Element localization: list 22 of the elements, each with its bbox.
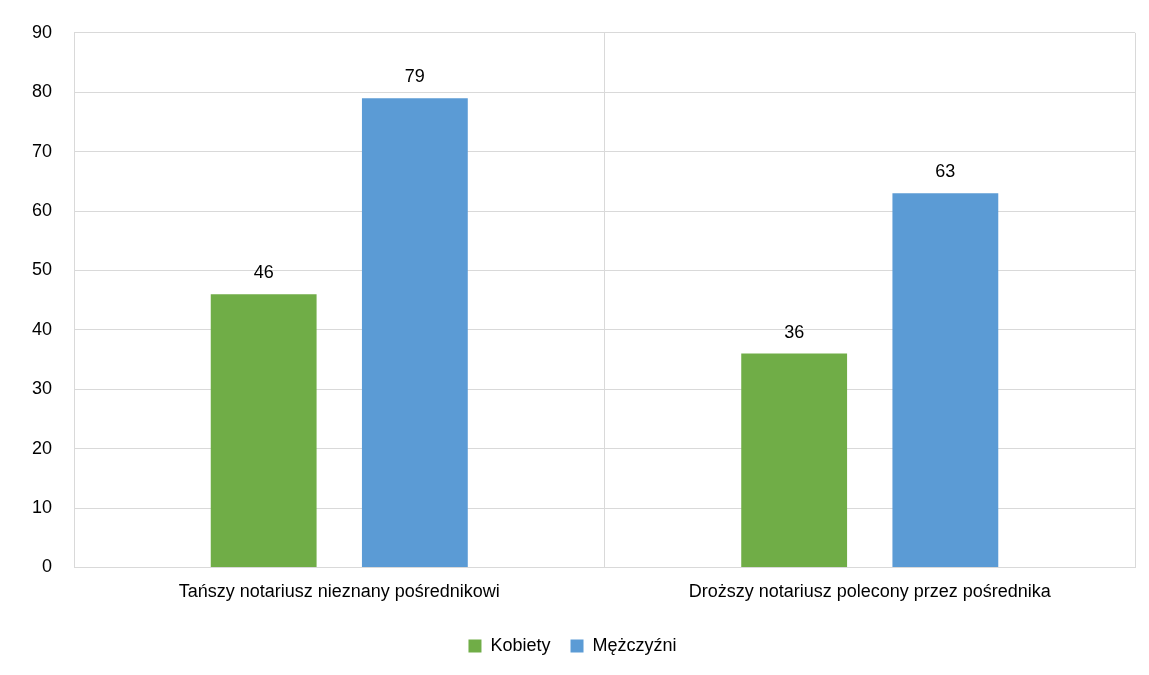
y-tick-label: 20	[31, 437, 53, 458]
data-label: 46	[253, 262, 274, 283]
y-tick-label: 40	[31, 318, 53, 339]
legend-label: Kobiety	[490, 634, 551, 655]
data-label: 36	[784, 321, 805, 342]
y-tick-label: 90	[31, 21, 53, 42]
y-tick-label: 30	[31, 378, 53, 399]
x-tick-label: Tańszy notariusz nieznany pośrednikowi	[178, 581, 500, 602]
legend-label: Mężczyźni	[592, 634, 677, 655]
bar	[892, 193, 999, 567]
data-label: 63	[935, 161, 956, 182]
bar	[741, 353, 848, 567]
y-tick-label: 50	[31, 259, 53, 280]
bar	[210, 294, 317, 567]
y-tick-label: 80	[31, 81, 53, 102]
data-label: 79	[404, 66, 425, 87]
bar	[361, 98, 468, 567]
y-tick-label: 10	[31, 496, 53, 517]
y-tick-label: 0	[42, 556, 53, 577]
y-tick-label: 70	[31, 140, 53, 161]
y-tick-label: 60	[31, 199, 53, 220]
x-tick-label: Droższy notariusz polecony przez pośrednika	[688, 581, 1052, 602]
